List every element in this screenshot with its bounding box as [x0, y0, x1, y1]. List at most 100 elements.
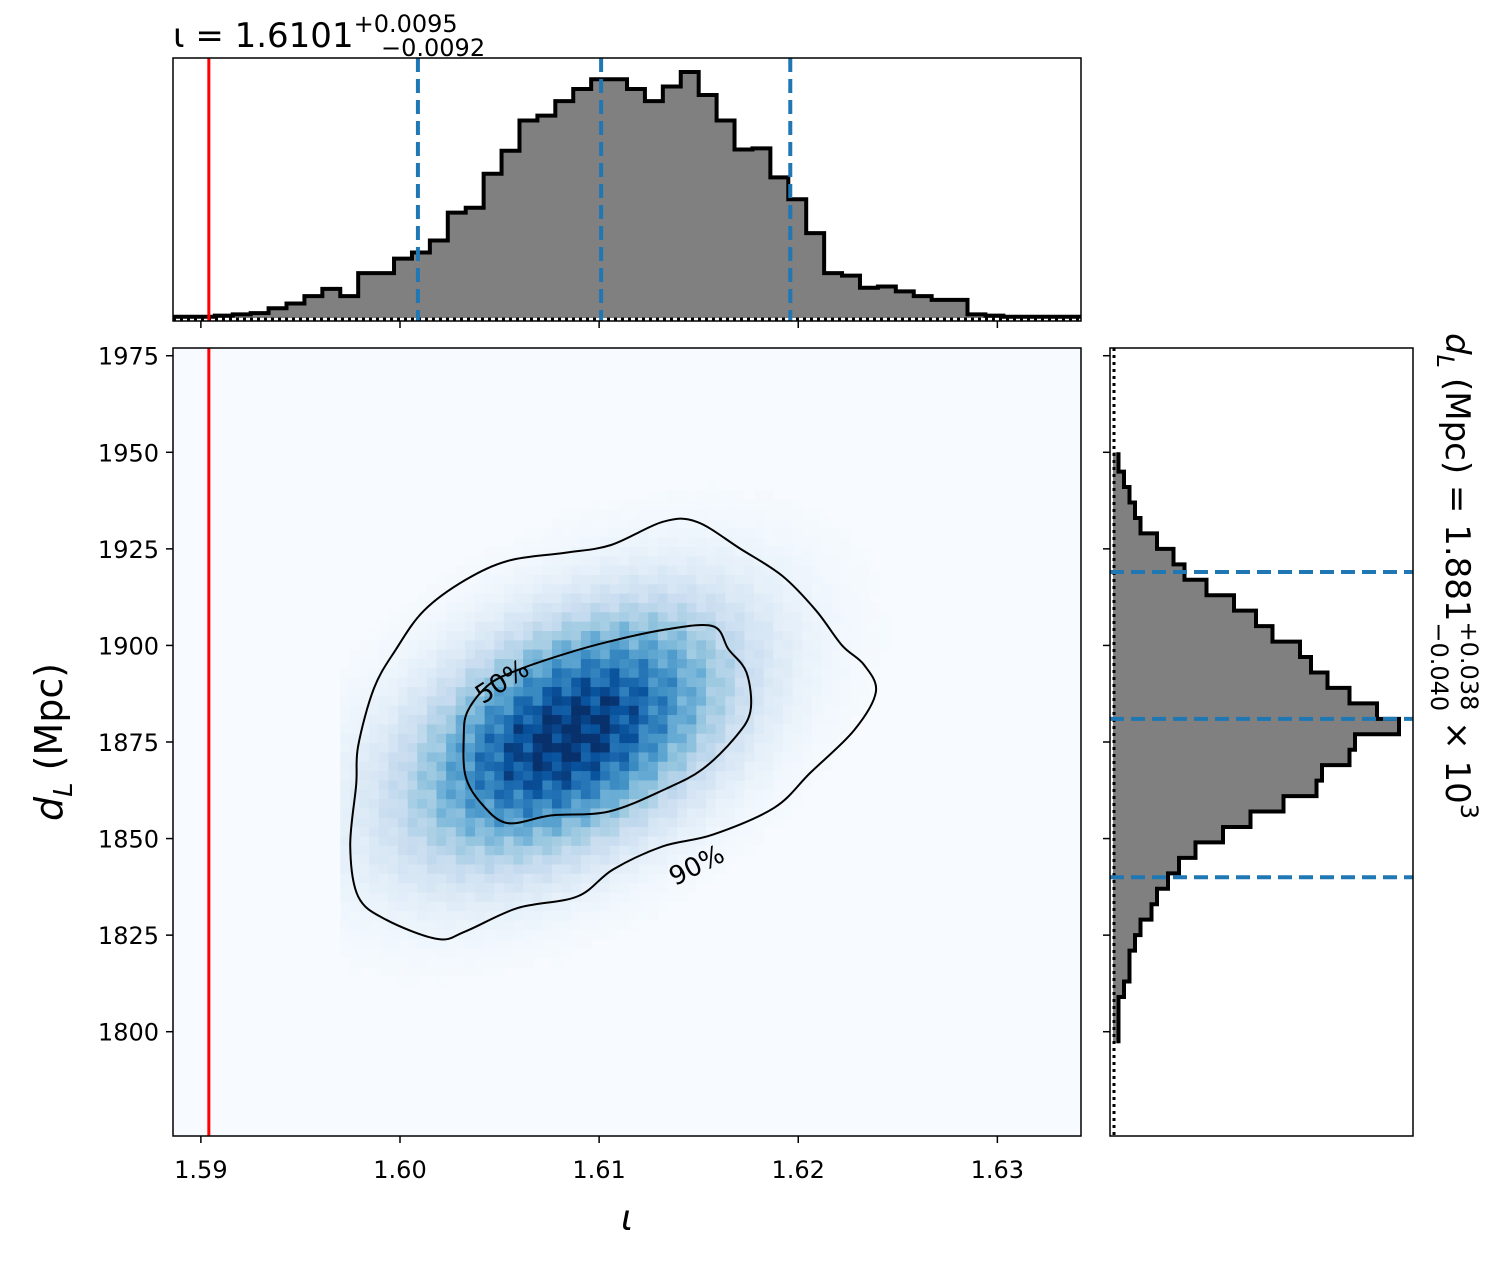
density-cell	[628, 826, 640, 837]
density-cell	[754, 518, 765, 529]
density-cell	[773, 611, 784, 622]
density-cell	[628, 723, 640, 734]
density-cell	[542, 863, 553, 874]
density-cell	[850, 639, 861, 650]
density-cell	[475, 742, 486, 753]
density-cell	[696, 658, 707, 669]
density-cell	[600, 621, 611, 632]
density-cell	[513, 593, 524, 603]
density-cell	[571, 901, 582, 912]
density-cell	[879, 639, 890, 650]
density-cell	[426, 863, 438, 874]
density-cell	[503, 779, 515, 790]
density-cell	[705, 807, 717, 818]
density-cell	[705, 527, 717, 538]
density-cell	[859, 593, 871, 603]
density-cell	[696, 863, 707, 874]
density-cell	[580, 649, 592, 660]
density-cell	[369, 798, 380, 809]
density-cell	[811, 546, 823, 557]
density-cell	[792, 761, 803, 772]
density-cell	[657, 667, 669, 678]
density-cell	[494, 574, 505, 585]
density-cell	[725, 508, 736, 519]
density-cell	[532, 527, 543, 538]
density-cell	[455, 593, 466, 603]
density-cell	[513, 901, 524, 912]
density-cell	[590, 733, 601, 744]
density-cell	[725, 583, 736, 594]
density-cell	[879, 621, 890, 632]
density-cell	[657, 891, 669, 902]
density-cell	[359, 845, 370, 856]
density-cell	[340, 817, 351, 828]
density-cell	[551, 938, 563, 949]
density-cell	[628, 863, 640, 874]
density-cell	[446, 891, 457, 902]
density-cell	[571, 658, 582, 669]
density-cell	[465, 910, 476, 921]
density-cell	[561, 565, 572, 575]
density-cell	[619, 919, 630, 930]
density-cell	[734, 677, 746, 688]
density-cell	[648, 686, 659, 697]
density-cell	[763, 677, 774, 688]
density-cell	[571, 649, 582, 660]
density-cell	[677, 733, 688, 744]
density-cell	[532, 602, 543, 613]
density-cell	[407, 705, 418, 716]
density-cell	[831, 630, 842, 641]
density-cell	[648, 536, 659, 547]
density-cell	[349, 723, 361, 734]
density-cell	[571, 789, 582, 800]
density-cell	[667, 602, 678, 613]
density-cell	[677, 882, 688, 893]
density-cell	[494, 938, 505, 949]
density-cell	[369, 929, 380, 940]
density-cell	[571, 826, 582, 837]
density-cell	[725, 602, 736, 613]
density-cell	[436, 779, 447, 790]
density-cell	[609, 807, 620, 818]
density-cell	[686, 854, 697, 865]
density-cell	[773, 733, 784, 744]
density-cell	[532, 723, 543, 734]
density-cell	[773, 667, 784, 678]
density-cell	[648, 705, 659, 716]
density-cell	[407, 789, 418, 800]
density-cell	[475, 658, 486, 669]
density-cell	[378, 835, 389, 846]
density-cell	[821, 658, 832, 669]
density-cell	[580, 518, 592, 529]
density-cell	[378, 807, 389, 818]
density-cell	[494, 742, 505, 753]
density-cell	[638, 714, 649, 725]
density-cell	[686, 826, 697, 837]
density-cell	[638, 527, 649, 538]
density-cell	[398, 798, 409, 809]
density-cell	[340, 891, 351, 902]
density-cell	[484, 621, 495, 632]
density-cell	[705, 630, 717, 641]
density-cell	[455, 882, 466, 893]
density-cell	[532, 686, 543, 697]
density-cell	[532, 854, 543, 865]
density-cell	[551, 882, 563, 893]
density-cell	[648, 770, 659, 781]
density-cell	[600, 611, 611, 622]
density-cell	[667, 667, 678, 678]
density-cell	[359, 751, 370, 762]
density-cell	[619, 891, 630, 902]
density-cell	[619, 770, 630, 781]
density-cell	[436, 583, 447, 594]
density-cell	[349, 891, 361, 902]
density-cell	[571, 854, 582, 865]
density-cell	[542, 574, 553, 585]
density-cell	[715, 798, 726, 809]
density-cell	[340, 686, 351, 697]
density-cell	[513, 891, 524, 902]
density-cell	[513, 882, 524, 893]
density-cell	[388, 882, 399, 893]
density-cell	[667, 536, 678, 547]
density-cell	[436, 705, 447, 716]
